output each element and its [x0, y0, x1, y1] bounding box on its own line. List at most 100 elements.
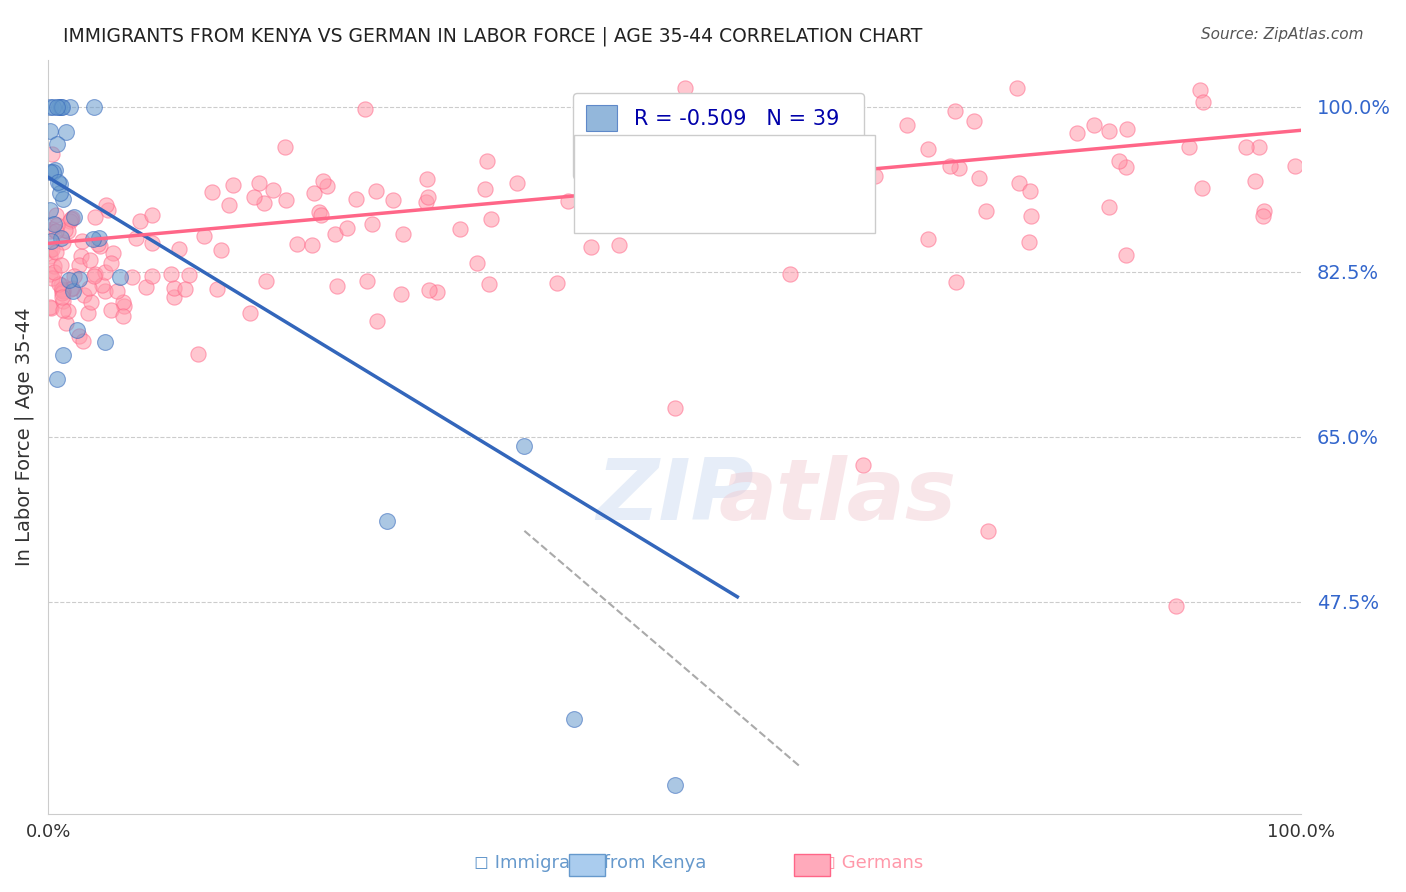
- Point: [1019, 209, 1042, 223]
- Point: [45, 224, 67, 238]
- Point: [852, 173, 875, 187]
- Point: [943, 103, 966, 118]
- Point: [59, 282, 82, 296]
- Point: [38, 165, 60, 179]
- Point: [664, 778, 686, 792]
- Point: [39, 244, 62, 258]
- Point: [360, 218, 382, 232]
- Point: [779, 267, 801, 281]
- Point: [1177, 140, 1199, 154]
- Point: [67, 272, 90, 286]
- Point: [48, 175, 70, 189]
- Point: [87, 237, 110, 252]
- Point: [863, 169, 886, 183]
- Point: [416, 172, 439, 186]
- Point: [546, 276, 568, 290]
- Point: [97, 202, 120, 217]
- Point: [302, 186, 325, 200]
- Point: [309, 208, 332, 222]
- Point: [1253, 203, 1275, 218]
- Point: [89, 239, 111, 253]
- Point: [963, 114, 986, 128]
- Point: [42, 100, 65, 114]
- Point: [60, 211, 83, 225]
- Text: IMMIGRANTS FROM KENYA VS GERMAN IN LABOR FORCE | AGE 35-44 CORRELATION CHART: IMMIGRANTS FROM KENYA VS GERMAN IN LABOR…: [63, 27, 922, 46]
- Point: [1019, 184, 1042, 198]
- Point: [323, 227, 346, 241]
- Point: [605, 215, 627, 229]
- Point: [247, 177, 270, 191]
- Point: [1249, 140, 1271, 154]
- Point: [673, 81, 696, 95]
- Point: [79, 294, 101, 309]
- Point: [896, 118, 918, 132]
- Point: [478, 277, 501, 291]
- Point: [389, 286, 412, 301]
- Point: [94, 265, 117, 279]
- Point: [90, 277, 112, 292]
- Point: [1005, 81, 1028, 95]
- Point: [49, 186, 72, 200]
- Point: [129, 213, 152, 227]
- Point: [38, 203, 60, 218]
- Point: [479, 212, 502, 227]
- Point: [1251, 209, 1274, 223]
- Point: [366, 184, 388, 198]
- Point: [93, 334, 115, 349]
- Point: [207, 282, 229, 296]
- Point: [83, 100, 105, 114]
- Point: [141, 236, 163, 251]
- Point: [46, 137, 69, 152]
- Point: [162, 290, 184, 304]
- Point: [252, 196, 274, 211]
- FancyBboxPatch shape: [575, 135, 875, 233]
- Point: [917, 142, 939, 156]
- Text: ZIP: ZIP: [596, 456, 754, 539]
- Point: [84, 267, 107, 281]
- Point: [242, 190, 264, 204]
- Point: [51, 285, 73, 300]
- Point: [63, 268, 86, 283]
- Point: [53, 223, 76, 237]
- Point: [664, 401, 686, 416]
- Point: [1083, 118, 1105, 132]
- Point: [41, 301, 63, 316]
- Point: [63, 210, 86, 224]
- Point: [51, 290, 73, 304]
- Point: [948, 161, 970, 176]
- Point: [773, 146, 796, 161]
- Point: [239, 306, 262, 320]
- Point: [48, 177, 70, 191]
- Point: [557, 194, 579, 209]
- Point: [121, 270, 143, 285]
- Point: [72, 334, 94, 349]
- Point: [852, 458, 875, 472]
- Point: [344, 192, 367, 206]
- Point: [41, 271, 63, 285]
- Point: [105, 284, 128, 298]
- Point: [55, 125, 77, 139]
- Point: [51, 231, 73, 245]
- Point: [44, 162, 66, 177]
- Point: [77, 281, 100, 295]
- Point: [38, 124, 60, 138]
- Point: [39, 235, 62, 249]
- Point: [977, 524, 1000, 538]
- Point: [974, 204, 997, 219]
- Point: [356, 274, 378, 288]
- Point: [1192, 95, 1215, 109]
- Point: [52, 303, 75, 318]
- Point: [44, 217, 66, 231]
- Point: [111, 310, 134, 324]
- Point: [945, 275, 967, 289]
- Point: [48, 277, 70, 292]
- Point: [45, 208, 67, 222]
- Point: [1243, 174, 1265, 188]
- Point: [187, 347, 209, 361]
- Point: [51, 282, 73, 296]
- Point: [366, 314, 388, 328]
- Point: [939, 159, 962, 173]
- Point: [173, 282, 195, 296]
- Point: [734, 114, 756, 128]
- Point: [1284, 159, 1306, 173]
